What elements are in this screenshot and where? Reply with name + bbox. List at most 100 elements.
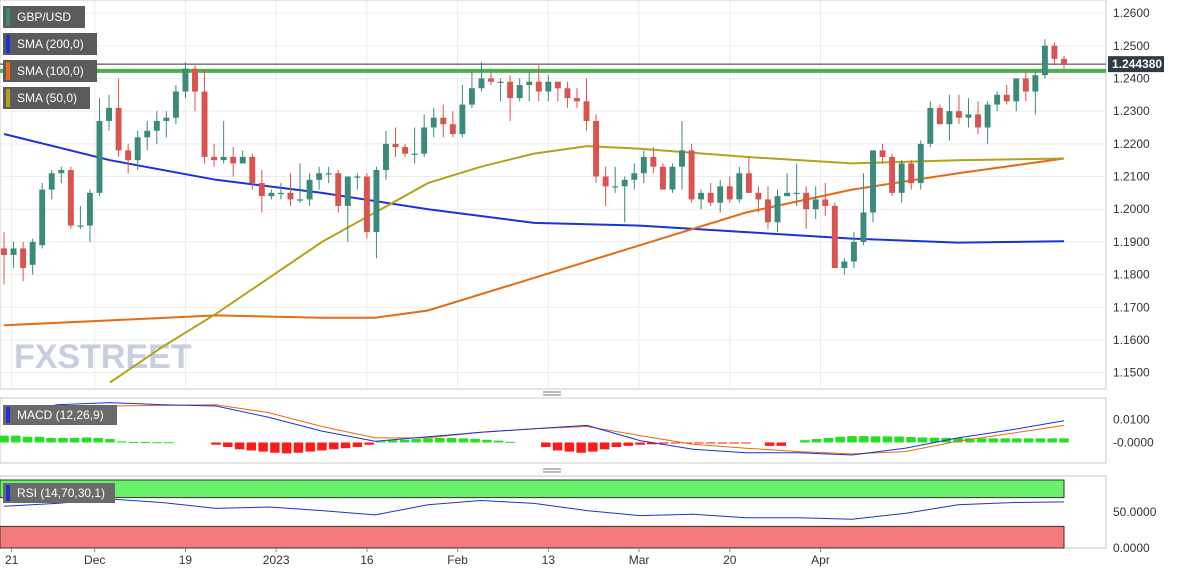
candle-body <box>67 169 74 226</box>
candle-body <box>497 81 504 83</box>
rsi-oversold-zone <box>0 525 1065 549</box>
macd-histogram-bar <box>965 438 975 443</box>
candle-body <box>1051 45 1058 59</box>
candle-body <box>545 81 552 92</box>
macd-histogram-bar <box>1059 438 1069 443</box>
candle-body <box>975 114 982 128</box>
macd-histogram-bar <box>399 439 410 443</box>
macd-histogram-bar <box>564 442 575 452</box>
candle <box>908 160 915 190</box>
candle-body <box>421 127 428 154</box>
rsi-tick-label: 0.0000 <box>1113 541 1150 555</box>
candle <box>1032 71 1039 115</box>
candle-body <box>144 130 151 138</box>
macd-histogram-bar <box>246 442 257 451</box>
candle-body <box>1032 75 1039 92</box>
macd-line <box>3 402 1065 456</box>
legend-sma100[interactable]: SMA (100,0) <box>3 60 97 82</box>
macd-histogram-bar <box>870 436 881 443</box>
legend-rsi[interactable]: RSI (14,70,30,1) <box>3 483 115 503</box>
macd-histogram-bar <box>717 442 728 444</box>
candle <box>822 183 829 216</box>
candle-body <box>354 176 361 178</box>
candle-body <box>58 169 65 174</box>
macd-histogram-bar <box>317 442 327 451</box>
candle-body <box>430 117 437 128</box>
candle-body <box>726 186 733 200</box>
candlesticks <box>1 39 1067 285</box>
candle <box>688 143 695 203</box>
macd-histogram-bar <box>470 438 480 443</box>
macd-histogram-bar <box>623 442 633 446</box>
candle <box>383 130 389 180</box>
rsi-tick-label: 50.0000 <box>1113 505 1157 519</box>
candle <box>583 78 590 131</box>
candle <box>602 166 609 206</box>
legend-macd[interactable]: MACD (12,26,9) <box>3 405 117 425</box>
candle-body <box>554 81 561 89</box>
candle <box>1051 42 1058 66</box>
candle-body <box>316 173 323 180</box>
candle-body <box>870 150 876 213</box>
rsi-line <box>3 498 1065 520</box>
candle-body <box>774 196 781 223</box>
candle <box>1 232 7 285</box>
candle <box>717 179 724 213</box>
candle <box>774 189 781 233</box>
price-tick-label: 1.1900 <box>1113 235 1150 249</box>
macd-histogram-bar <box>894 436 904 443</box>
current-price-label: 1.244380 <box>1112 57 1162 71</box>
macd-histogram-bar <box>847 436 857 443</box>
candle <box>430 107 437 138</box>
candle-body <box>29 241 36 265</box>
legend-rsi-label: RSI (14,70,30,1) <box>17 486 106 500</box>
macd-histogram-bar <box>929 437 940 443</box>
macd-histogram-bar <box>505 441 516 443</box>
legend-sma200[interactable]: SMA (200,0) <box>3 33 97 55</box>
panel-resize-handle[interactable] <box>543 391 561 396</box>
candle <box>306 173 313 206</box>
macd-histogram-bar <box>340 442 351 449</box>
legend-symbol[interactable]: GBP/USD <box>3 6 85 28</box>
candle <box>29 238 36 275</box>
macd-histogram-bar <box>635 442 645 445</box>
candle-body <box>860 212 867 242</box>
candle <box>679 120 685 190</box>
candle <box>812 186 819 220</box>
legend-symbol-label: GBP/USD <box>17 10 72 24</box>
macd-histogram-bar <box>69 437 80 443</box>
candle-body <box>679 150 685 167</box>
macd-histogram-bar <box>34 436 45 443</box>
candle-body <box>898 163 905 193</box>
macd-histogram-bar <box>11 435 21 443</box>
candle-body <box>717 186 724 203</box>
macd-histogram-bar <box>1035 438 1046 443</box>
macd-signal-line <box>3 404 1065 455</box>
x-tick-label: Feb <box>447 553 468 567</box>
macd-histogram-bar <box>211 442 221 445</box>
candle-body <box>287 192 294 200</box>
candle <box>765 186 771 229</box>
macd-histogram-bar <box>281 442 292 454</box>
candle <box>478 62 485 92</box>
candle-body <box>669 166 676 190</box>
candle <box>354 173 361 190</box>
legend-sma50[interactable]: SMA (50,0) <box>3 87 90 109</box>
candle-body <box>1 248 7 255</box>
candle <box>917 140 924 190</box>
candle-body <box>201 91 208 157</box>
candle <box>1003 84 1010 105</box>
legend-sma50-label: SMA (50,0) <box>17 91 78 105</box>
candle-body <box>297 199 303 201</box>
candle <box>58 166 65 184</box>
candle-body <box>383 143 389 170</box>
candle-body <box>39 189 46 246</box>
macd-histogram-bar <box>1047 438 1057 443</box>
rsi-swatch <box>6 485 10 501</box>
candle <box>363 173 370 239</box>
panel-resize-handle[interactable] <box>543 468 561 473</box>
macd-histogram-bar <box>552 442 563 451</box>
macd-histogram-bar <box>423 438 433 443</box>
candle-body <box>765 199 771 223</box>
candle <box>192 65 198 112</box>
